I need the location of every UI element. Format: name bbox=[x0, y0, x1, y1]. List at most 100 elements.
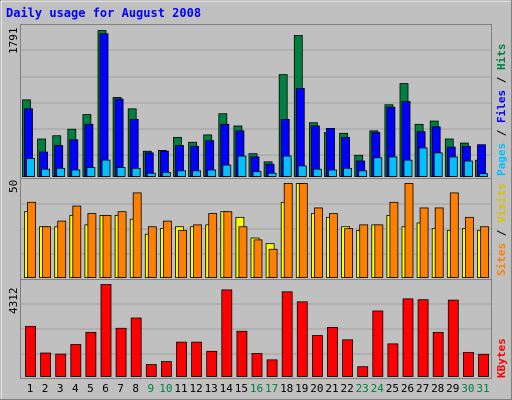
sites-bar bbox=[434, 207, 444, 278]
pages-bar bbox=[463, 160, 473, 177]
kbytes-bar bbox=[432, 331, 444, 377]
x-tick-label: 11 bbox=[174, 382, 187, 395]
labels-layer: 1 2 3 4 5 6 7 8 9 10 11 12 13 14 15 16 17 18 19 20 21 22 23 24 2… bbox=[27, 382, 490, 395]
kbytes-bar bbox=[462, 351, 474, 377]
sites-bar bbox=[72, 205, 82, 278]
x-tick-label: 9 bbox=[147, 382, 154, 395]
x-tick-label: 18 bbox=[280, 382, 293, 395]
sites-bar bbox=[193, 224, 203, 278]
pages-bar bbox=[192, 170, 202, 177]
sites-bar bbox=[27, 201, 36, 278]
pages-bar bbox=[388, 156, 398, 177]
kbytes-bar bbox=[40, 352, 51, 377]
pages-bar bbox=[101, 159, 111, 177]
legend-pages: Pages bbox=[495, 143, 508, 176]
pages-bar bbox=[373, 157, 383, 177]
kbytes-bar bbox=[176, 341, 187, 377]
sites-bar bbox=[329, 213, 338, 278]
sites-bar bbox=[464, 216, 474, 278]
pages-bar bbox=[131, 167, 141, 177]
kbytes-bar bbox=[342, 339, 354, 377]
files-bar bbox=[129, 119, 139, 177]
x-tick-label: 1 bbox=[27, 382, 34, 395]
x-tick-label: 26 bbox=[401, 382, 414, 395]
x-tick-label: 15 bbox=[235, 382, 248, 395]
pages-bar bbox=[177, 170, 186, 177]
kbytes-bar bbox=[417, 299, 429, 377]
pages-bar bbox=[418, 147, 428, 177]
pages-bar bbox=[479, 173, 488, 177]
sites-bar bbox=[223, 211, 233, 278]
sites-bar bbox=[57, 220, 67, 278]
x-tick-label: 4 bbox=[72, 382, 79, 395]
kbytes-bar bbox=[357, 366, 369, 377]
sites-bar bbox=[42, 226, 51, 278]
pages-bar bbox=[41, 168, 50, 177]
x-tick-label: 25 bbox=[386, 382, 399, 395]
x-tick-label: 27 bbox=[416, 382, 429, 395]
files-bar bbox=[114, 98, 124, 177]
kbytes-bar bbox=[266, 359, 278, 377]
pages-bar bbox=[358, 170, 368, 177]
hits-ymax-label: 1791 bbox=[7, 28, 20, 55]
kbytes-bar bbox=[130, 317, 142, 377]
kbytes-bar bbox=[100, 284, 112, 377]
sites-bar bbox=[344, 228, 354, 278]
legend-sites: Sites bbox=[495, 243, 508, 276]
x-tick-label: 13 bbox=[205, 382, 218, 395]
files-bar bbox=[326, 128, 335, 177]
files-bar bbox=[99, 33, 109, 177]
sites-bar bbox=[178, 230, 187, 278]
sites-bar bbox=[404, 183, 414, 278]
sites-bar bbox=[389, 201, 399, 278]
kbytes-bar bbox=[221, 289, 233, 377]
sites-bar bbox=[87, 213, 97, 278]
pages-bar bbox=[282, 155, 292, 177]
pages-bar bbox=[252, 171, 262, 177]
kbytes-bar bbox=[402, 298, 414, 377]
sites-bar bbox=[238, 226, 248, 278]
kbytes-bar bbox=[311, 335, 323, 377]
kbytes-bar bbox=[447, 299, 459, 377]
x-tick-label: 14 bbox=[220, 382, 234, 395]
sites-bar bbox=[298, 183, 308, 278]
kbytes-bar bbox=[387, 343, 399, 377]
pages-bar bbox=[237, 155, 247, 177]
pages-bar bbox=[433, 152, 443, 177]
sites-bar bbox=[147, 226, 157, 278]
kbytes-bar bbox=[281, 291, 293, 377]
x-tick-label: 17 bbox=[265, 382, 278, 395]
x-tick-label: 12 bbox=[189, 382, 202, 395]
pages-bar bbox=[403, 159, 413, 177]
x-tick-label: 2 bbox=[42, 382, 49, 395]
pages-bar bbox=[328, 169, 337, 177]
kbytes-bar bbox=[251, 353, 263, 377]
kbytes-bar bbox=[115, 327, 127, 377]
x-tick-label: 22 bbox=[340, 382, 353, 395]
x-tick-label: 8 bbox=[132, 382, 139, 395]
x-tick-label: 7 bbox=[117, 382, 124, 395]
x-tick-label: 16 bbox=[250, 382, 263, 395]
pages-bar bbox=[343, 167, 353, 177]
sites-bar bbox=[359, 224, 369, 278]
x-tick-label: 5 bbox=[87, 382, 94, 395]
legend-files: Files bbox=[495, 90, 508, 123]
files-bar bbox=[295, 88, 305, 177]
kbytes-bar bbox=[372, 310, 384, 377]
x-tick-label: 28 bbox=[431, 382, 444, 395]
x-tick-label: 23 bbox=[356, 382, 369, 395]
sites-bar bbox=[102, 215, 112, 278]
pages-bar bbox=[222, 164, 232, 177]
pages-bar bbox=[86, 167, 96, 177]
sites-bar bbox=[117, 211, 127, 278]
sites-bar bbox=[132, 192, 142, 278]
bars-layer bbox=[22, 30, 489, 377]
kbytes-bar bbox=[327, 327, 338, 377]
x-tick-label: 6 bbox=[102, 382, 109, 395]
sites-bar bbox=[283, 183, 293, 278]
x-tick-label: 31 bbox=[476, 382, 489, 395]
sites-bar bbox=[208, 213, 218, 278]
kbytes-bar bbox=[478, 353, 489, 377]
x-tick-label: 20 bbox=[310, 382, 323, 395]
